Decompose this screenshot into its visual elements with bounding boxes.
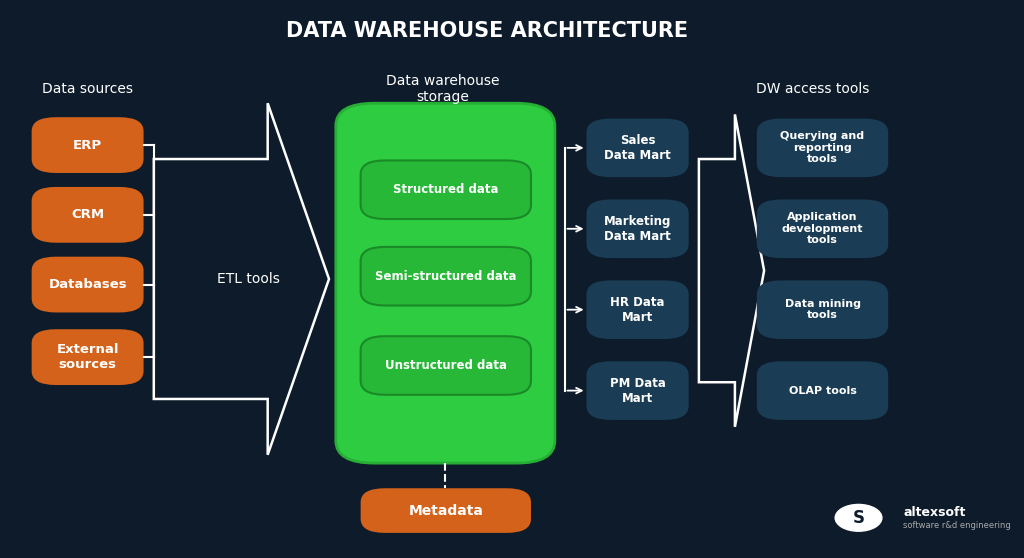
Text: Semi-structured data: Semi-structured data (375, 270, 516, 283)
Text: software r&d engineering: software r&d engineering (903, 521, 1011, 530)
FancyBboxPatch shape (757, 200, 888, 258)
FancyBboxPatch shape (32, 187, 143, 243)
Text: Marketing
Data Mart: Marketing Data Mart (604, 215, 672, 243)
Text: Data mining
tools: Data mining tools (784, 299, 860, 320)
FancyBboxPatch shape (757, 119, 888, 177)
FancyBboxPatch shape (360, 247, 531, 306)
Text: Unstructured data: Unstructured data (385, 359, 507, 372)
Text: Structured data: Structured data (393, 183, 499, 196)
Text: Querying and
reporting
tools: Querying and reporting tools (780, 131, 864, 165)
Text: PM Data
Mart: PM Data Mart (609, 377, 666, 405)
Text: Application
development
tools: Application development tools (781, 212, 863, 246)
Text: Metadata: Metadata (409, 503, 483, 518)
FancyBboxPatch shape (587, 280, 689, 339)
Text: Data warehouse
storage: Data warehouse storage (386, 74, 500, 104)
Text: HR Data
Mart: HR Data Mart (610, 296, 665, 324)
FancyBboxPatch shape (32, 117, 143, 173)
Text: OLAP tools: OLAP tools (788, 386, 856, 396)
FancyBboxPatch shape (757, 362, 888, 420)
FancyBboxPatch shape (32, 329, 143, 385)
FancyBboxPatch shape (587, 362, 689, 420)
Text: altexsoft: altexsoft (903, 506, 966, 519)
FancyBboxPatch shape (757, 280, 888, 339)
Text: ETL tools: ETL tools (217, 272, 280, 286)
FancyBboxPatch shape (336, 103, 555, 463)
Text: External
sources: External sources (56, 343, 119, 371)
Text: Data sources: Data sources (42, 82, 133, 97)
FancyBboxPatch shape (32, 257, 143, 312)
FancyBboxPatch shape (360, 336, 531, 395)
Text: CRM: CRM (71, 208, 104, 222)
FancyBboxPatch shape (587, 119, 689, 177)
Text: Sales
Data Mart: Sales Data Mart (604, 134, 671, 162)
Text: Databases: Databases (48, 278, 127, 291)
FancyBboxPatch shape (587, 200, 689, 258)
Text: S: S (853, 509, 864, 527)
FancyBboxPatch shape (360, 161, 531, 219)
Text: DATA WAREHOUSE ARCHITECTURE: DATA WAREHOUSE ARCHITECTURE (286, 21, 688, 41)
Circle shape (836, 504, 882, 531)
Text: ERP: ERP (73, 138, 102, 152)
Text: DW access tools: DW access tools (756, 82, 869, 97)
FancyBboxPatch shape (360, 488, 531, 533)
